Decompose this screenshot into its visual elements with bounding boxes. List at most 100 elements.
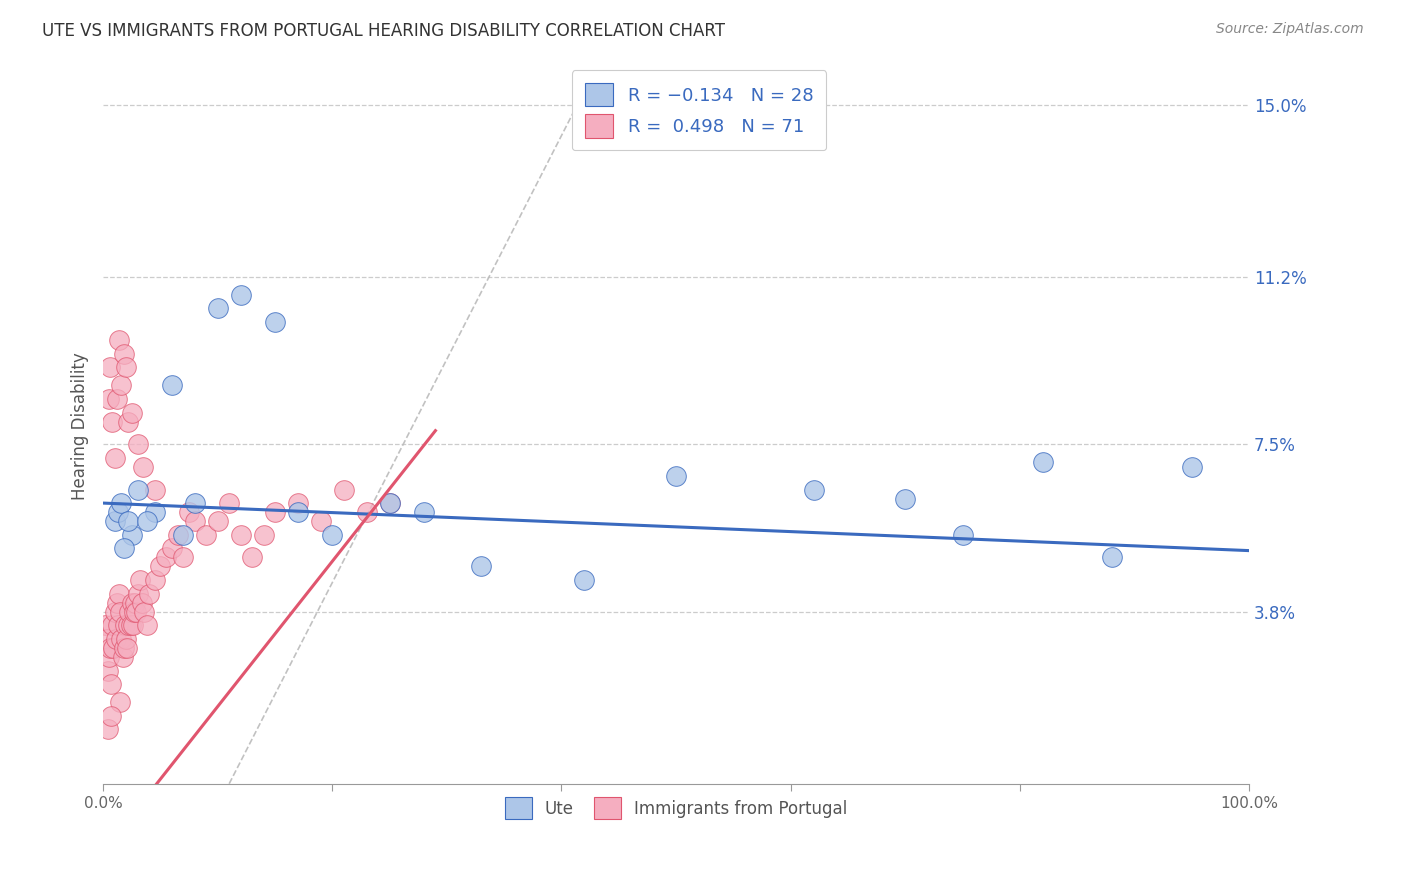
- Point: [665, 469, 688, 483]
- Point: [207, 301, 229, 316]
- Point: [100, 709, 122, 723]
- Point: [112, 640, 135, 655]
- Point: [218, 496, 240, 510]
- Point: [94, 618, 117, 632]
- Text: UTE VS IMMIGRANTS FROM PORTUGAL HEARING DISABILITY CORRELATION CHART: UTE VS IMMIGRANTS FROM PORTUGAL HEARING …: [42, 22, 725, 40]
- Point: [101, 415, 124, 429]
- Point: [110, 632, 132, 646]
- Point: [110, 695, 132, 709]
- Point: [97, 650, 120, 665]
- Point: [127, 483, 149, 497]
- Point: [309, 514, 332, 528]
- Point: [207, 514, 229, 528]
- Y-axis label: Hearing Disability: Hearing Disability: [72, 352, 89, 500]
- Point: [132, 459, 155, 474]
- Point: [104, 632, 127, 646]
- Point: [321, 528, 343, 542]
- Legend: Ute, Immigrants from Portugal: Ute, Immigrants from Portugal: [498, 790, 853, 825]
- Point: [101, 618, 124, 632]
- Point: [184, 496, 207, 510]
- Point: [333, 483, 356, 497]
- Point: [952, 528, 974, 542]
- Point: [110, 605, 132, 619]
- Point: [128, 573, 150, 587]
- Point: [470, 559, 492, 574]
- Point: [122, 618, 145, 632]
- Point: [121, 528, 143, 542]
- Point: [1032, 455, 1054, 469]
- Point: [124, 596, 146, 610]
- Point: [110, 496, 132, 510]
- Point: [143, 483, 166, 497]
- Point: [413, 505, 436, 519]
- Point: [149, 559, 172, 574]
- Point: [121, 596, 143, 610]
- Point: [143, 573, 166, 587]
- Point: [117, 618, 139, 632]
- Point: [195, 528, 218, 542]
- Point: [125, 605, 148, 619]
- Point: [114, 618, 136, 632]
- Point: [264, 505, 287, 519]
- Point: [264, 315, 287, 329]
- Point: [103, 514, 125, 528]
- Point: [229, 288, 252, 302]
- Point: [127, 586, 149, 600]
- Point: [121, 405, 143, 419]
- Point: [135, 618, 157, 632]
- Point: [287, 496, 309, 510]
- Point: [172, 550, 194, 565]
- Point: [894, 491, 917, 506]
- Point: [100, 677, 122, 691]
- Point: [138, 586, 160, 600]
- Point: [356, 505, 378, 519]
- Point: [287, 505, 309, 519]
- Point: [378, 496, 401, 510]
- Point: [184, 514, 207, 528]
- Point: [105, 596, 128, 610]
- Point: [122, 605, 145, 619]
- Point: [177, 505, 200, 519]
- Point: [229, 528, 252, 542]
- Point: [574, 573, 596, 587]
- Point: [1181, 459, 1204, 474]
- Point: [172, 528, 194, 542]
- Point: [103, 450, 125, 465]
- Point: [103, 640, 125, 655]
- Point: [96, 632, 118, 646]
- Point: [127, 437, 149, 451]
- Point: [803, 483, 825, 497]
- Point: [107, 618, 129, 632]
- Point: [117, 415, 139, 429]
- Point: [98, 360, 121, 375]
- Point: [112, 347, 135, 361]
- Point: [115, 360, 138, 375]
- Point: [108, 586, 131, 600]
- Point: [118, 605, 141, 619]
- Point: [166, 528, 188, 542]
- Point: [112, 541, 135, 556]
- Point: [115, 632, 138, 646]
- Point: [1101, 550, 1123, 565]
- Point: [117, 514, 139, 528]
- Point: [378, 496, 401, 510]
- Point: [97, 392, 120, 406]
- Point: [131, 596, 153, 610]
- Text: Source: ZipAtlas.com: Source: ZipAtlas.com: [1216, 22, 1364, 37]
- Point: [252, 528, 274, 542]
- Point: [155, 550, 177, 565]
- Point: [115, 640, 138, 655]
- Point: [120, 618, 142, 632]
- Point: [110, 378, 132, 392]
- Point: [111, 650, 134, 665]
- Point: [160, 541, 183, 556]
- Point: [97, 664, 120, 678]
- Point: [135, 514, 157, 528]
- Point: [97, 723, 120, 737]
- Point: [107, 505, 129, 519]
- Point: [108, 333, 131, 347]
- Point: [98, 640, 121, 655]
- Point: [143, 505, 166, 519]
- Point: [160, 378, 183, 392]
- Point: [240, 550, 263, 565]
